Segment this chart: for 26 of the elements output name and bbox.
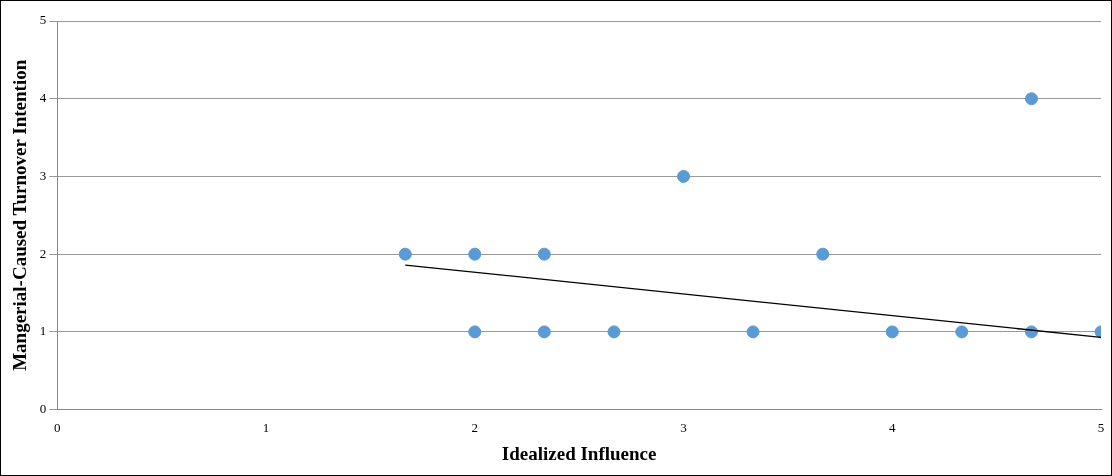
point bbox=[537, 247, 551, 261]
x-tick-label: 5 bbox=[1097, 419, 1105, 435]
x-tick-label: 2 bbox=[471, 419, 479, 435]
y-tick-label: 0 bbox=[39, 401, 47, 417]
point bbox=[955, 325, 969, 339]
point bbox=[1024, 92, 1038, 106]
point bbox=[816, 247, 830, 261]
y-tick-label: 4 bbox=[39, 90, 47, 106]
point bbox=[885, 325, 899, 339]
y-tick-label: 2 bbox=[39, 245, 47, 261]
point bbox=[537, 325, 551, 339]
point bbox=[607, 325, 621, 339]
y-tick-label: 1 bbox=[39, 323, 47, 339]
x-axis-title: Idealized Influence bbox=[501, 442, 657, 464]
y-axis-title: Mangerial-Caused Turnover Intention bbox=[9, 59, 31, 371]
x-tick-label: 0 bbox=[54, 419, 61, 435]
point bbox=[746, 325, 760, 339]
point bbox=[468, 247, 482, 261]
y-tick-label: 5 bbox=[39, 12, 47, 28]
point bbox=[677, 169, 691, 183]
point bbox=[468, 325, 482, 339]
point bbox=[398, 247, 412, 261]
x-tick-label: 4 bbox=[889, 419, 897, 435]
x-tick-label: 3 bbox=[680, 419, 687, 435]
x-tick-label: 1 bbox=[262, 419, 270, 435]
y-tick-label: 3 bbox=[39, 167, 47, 183]
